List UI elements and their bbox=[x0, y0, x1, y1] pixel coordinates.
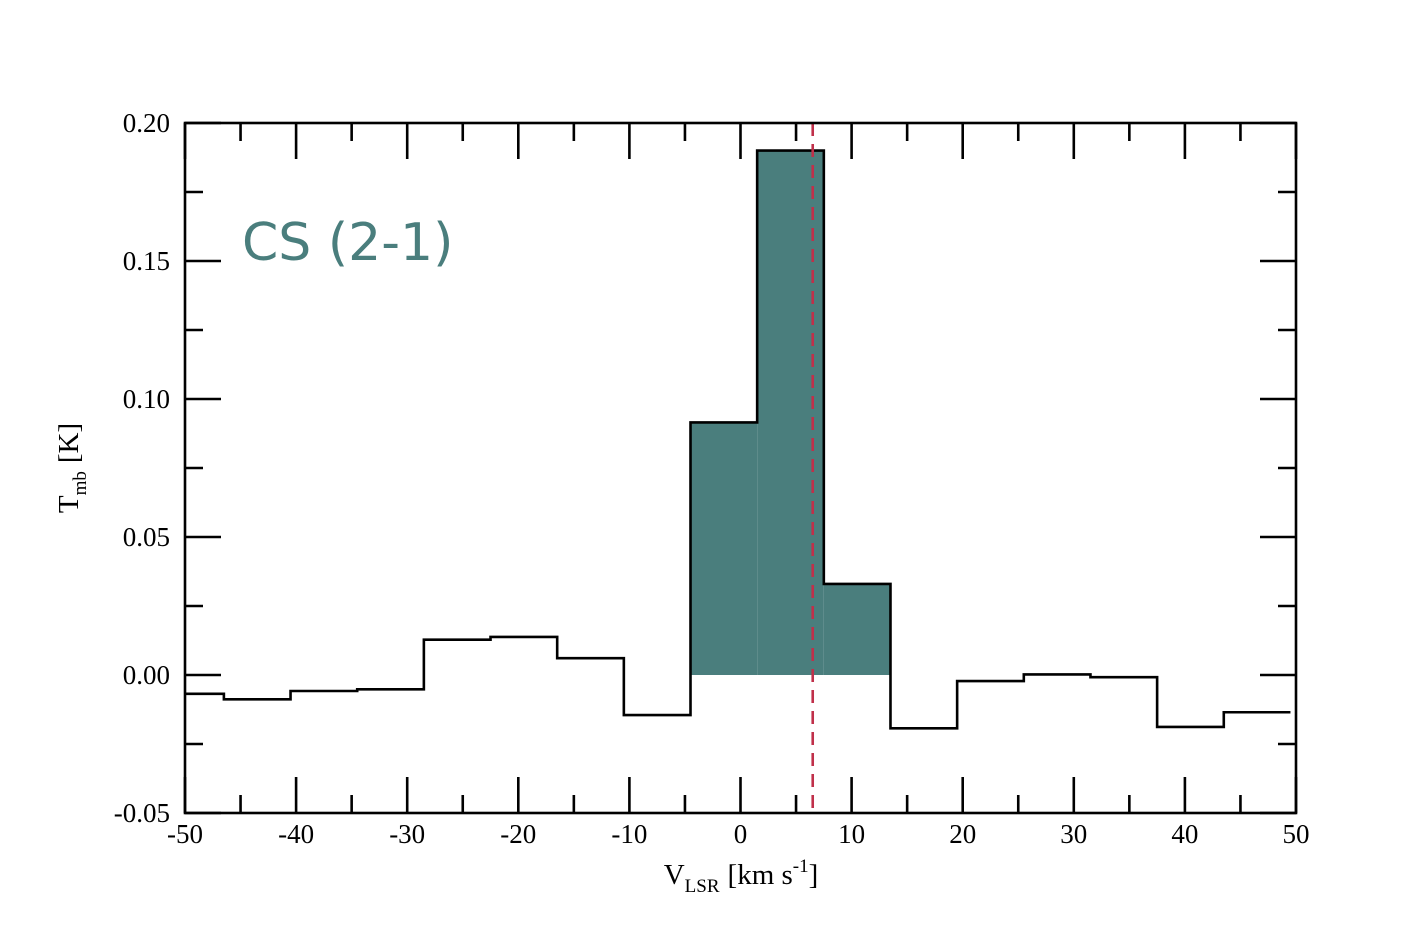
x-tick-label: 10 bbox=[838, 819, 865, 849]
y-axis-label: Tmb [K] bbox=[53, 423, 91, 513]
x-axis-label-sub: LSR bbox=[685, 876, 720, 897]
x-tick-label: 50 bbox=[1283, 819, 1310, 849]
x-tick-label: 30 bbox=[1060, 819, 1087, 849]
y-tick-labels: -0.05 0.00 0.05 0.10 0.15 0.20 bbox=[114, 108, 170, 828]
x-axis-ticks bbox=[183, 123, 1298, 813]
y-axis-ticks bbox=[185, 121, 1296, 815]
x-tick-label: -50 bbox=[167, 819, 203, 849]
x-tick-label: -30 bbox=[389, 819, 425, 849]
x-tick-labels: -50 -40 -30 -20 -10 0 10 20 30 40 50 bbox=[167, 819, 1310, 849]
x-tick-label: -10 bbox=[611, 819, 647, 849]
emission-fill bbox=[690, 150, 891, 676]
fill-bin-10 bbox=[823, 583, 891, 675]
spectrum-step-line bbox=[185, 149, 1291, 730]
y-axis-label-main: T bbox=[53, 495, 85, 513]
y-tick-label: 0.20 bbox=[123, 108, 170, 138]
y-tick-label: -0.05 bbox=[114, 798, 170, 828]
x-axis-label: VLSR [km s-1] bbox=[664, 856, 819, 897]
step-line-path bbox=[185, 149, 1291, 730]
x-axis-label-unit: [km s bbox=[728, 859, 793, 891]
x-axis-label-main: V bbox=[664, 859, 685, 891]
y-axis-label-unit: [K] bbox=[53, 423, 85, 463]
x-tick-label: -20 bbox=[500, 819, 536, 849]
x-tick-label: 0 bbox=[734, 819, 748, 849]
y-tick-label: 0.15 bbox=[123, 246, 170, 276]
x-axis-label-close: ] bbox=[809, 859, 819, 891]
x-tick-label: 40 bbox=[1171, 819, 1198, 849]
y-tick-label: 0.10 bbox=[123, 384, 170, 414]
x-tick-label: 20 bbox=[949, 819, 976, 849]
fill-bin-8 bbox=[690, 422, 758, 675]
x-tick-label: -40 bbox=[278, 819, 314, 849]
y-tick-label: 0.05 bbox=[123, 522, 170, 552]
y-tick-label: 0.00 bbox=[123, 660, 170, 690]
x-axis-label-sup: -1 bbox=[793, 856, 809, 877]
y-axis-label-sub: mb bbox=[70, 471, 91, 495]
annotation-label: CS (2-1) bbox=[242, 213, 453, 273]
